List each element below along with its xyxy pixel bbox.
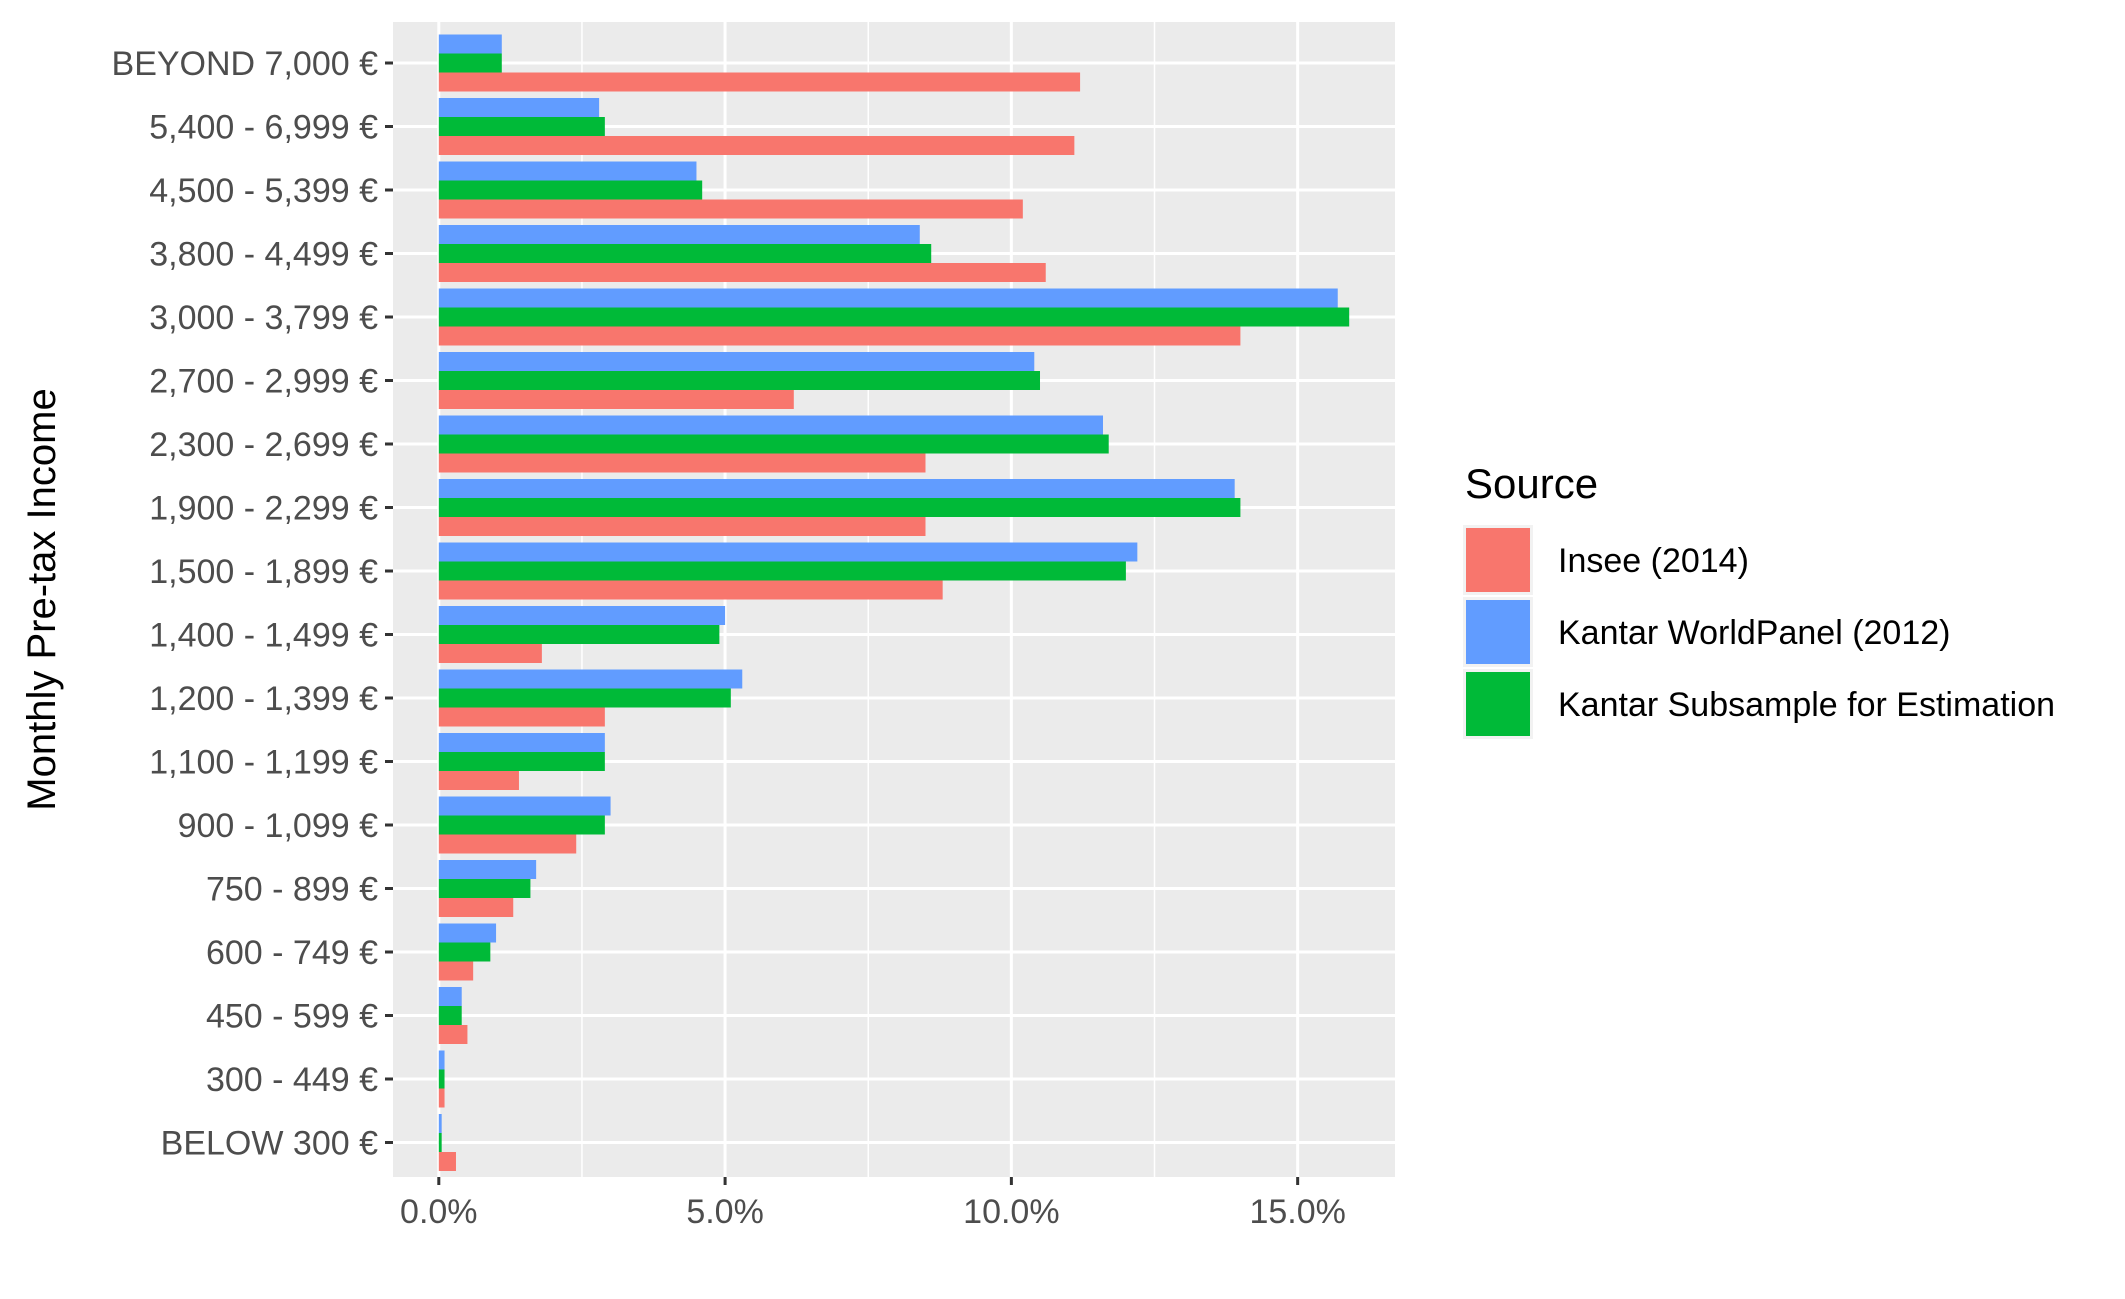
y-tick-label: 2,300 - 2,699 €: [149, 426, 378, 464]
bar: [438, 923, 497, 943]
bar: [438, 1133, 442, 1152]
y-tick-label: BEYOND 7,000 €: [112, 45, 379, 83]
axes: BEYOND 7,000 € 5,400 - 6,999 € 4,500 - 5,3…: [112, 45, 1346, 1231]
bar: [438, 987, 462, 1006]
bar: [438, 752, 605, 771]
bar: [438, 733, 605, 752]
bar: [438, 1152, 456, 1171]
bar: [438, 606, 726, 625]
bar: [438, 771, 519, 790]
y-tick-label: 1,900 - 2,299 €: [149, 490, 378, 528]
bar: [438, 1006, 462, 1025]
x-tick-label: 15.0%: [1249, 1193, 1345, 1231]
y-tick-label: 750 - 899 €: [206, 871, 378, 909]
bar: [438, 390, 794, 409]
bar: [438, 307, 1350, 327]
bar: [438, 34, 502, 54]
bar: [438, 644, 542, 663]
y-tick-label: 1,400 - 1,499 €: [149, 617, 378, 655]
y-axis-title: Monthly Pre-tax Income: [20, 388, 64, 810]
y-tick-label: 1,100 - 1,199 €: [149, 744, 378, 782]
y-tick-label: 2,700 - 2,999 €: [149, 363, 378, 401]
bar: [438, 199, 1023, 219]
legend-label: Insee (2014): [1558, 542, 1749, 580]
bar: [438, 352, 1035, 371]
x-tick-label: 5.0%: [686, 1193, 764, 1231]
y-tick-label: 900 - 1,099 €: [178, 807, 378, 845]
y-tick-label: 450 - 599 €: [206, 998, 378, 1036]
bar: [438, 796, 611, 816]
bar: [438, 263, 1046, 282]
legend-label: Kantar WorldPanel (2012): [1558, 614, 1950, 652]
bar: [438, 669, 743, 689]
bar: [438, 1025, 468, 1044]
bar: [438, 288, 1338, 308]
bar: [438, 898, 514, 917]
bar: [438, 942, 491, 962]
bar: [438, 561, 1126, 581]
x-tick-label: 0.0%: [400, 1193, 478, 1231]
y-tick-label: BELOW 300 €: [161, 1125, 378, 1163]
bar: [438, 625, 720, 644]
bar: [438, 542, 1138, 562]
bar: [438, 1050, 445, 1070]
y-tick-label: 4,500 - 5,399 €: [149, 172, 378, 210]
legend: Source Insee (2014) Kantar WorldPanel (20…: [1463, 460, 2055, 739]
bar: [438, 326, 1241, 346]
y-tick-label: 1,500 - 1,899 €: [149, 553, 378, 591]
bar: [438, 479, 1235, 498]
legend-items: Insee (2014) Kantar WorldPanel (2012) Kant…: [1463, 525, 2055, 739]
bar: [438, 815, 605, 835]
bar: [438, 117, 605, 136]
bar: [438, 244, 932, 263]
bar: [438, 1114, 442, 1133]
bar: [438, 1088, 445, 1108]
bar: [438, 53, 502, 73]
bar: [438, 453, 926, 473]
bar: [438, 688, 731, 708]
y-tick-label: 600 - 749 €: [206, 934, 378, 972]
bar: [438, 180, 703, 200]
x-tick-label: 10.0%: [963, 1193, 1059, 1231]
y-tick-label: 300 - 449 €: [206, 1061, 378, 1099]
bar: [438, 371, 1041, 390]
bar: [438, 225, 920, 244]
bar: [438, 834, 577, 854]
y-tick-label: 3,000 - 3,799 €: [149, 299, 378, 337]
bar: [438, 860, 537, 879]
legend-swatch: [1466, 600, 1530, 664]
bar: [438, 580, 943, 600]
legend-swatch: [1466, 672, 1530, 736]
bar: [438, 161, 697, 181]
y-tick-label: 1,200 - 1,399 €: [149, 680, 378, 718]
bar: [438, 72, 1081, 92]
legend-title: Source: [1465, 460, 1598, 507]
y-tick-label: 5,400 - 6,999 €: [149, 109, 378, 147]
bar: [438, 498, 1241, 517]
legend-label: Kantar Subsample for Estimation: [1558, 686, 2055, 724]
bar: [438, 98, 600, 117]
bar: [438, 517, 926, 536]
bar: [438, 434, 1109, 454]
y-tick-label: 3,800 - 4,499 €: [149, 236, 378, 274]
bar: [438, 1069, 445, 1089]
bar: [438, 136, 1075, 155]
bar: [438, 707, 605, 727]
bar: [438, 879, 531, 898]
bars: [438, 34, 1350, 1171]
bar: [438, 961, 474, 981]
bar: [438, 415, 1103, 435]
legend-swatch: [1466, 528, 1530, 592]
